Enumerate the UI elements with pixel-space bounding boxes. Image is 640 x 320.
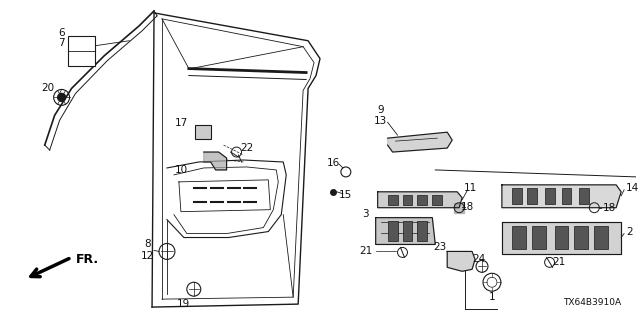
Text: 12: 12 (140, 252, 154, 261)
Text: 2: 2 (626, 227, 633, 236)
Bar (595, 226, 608, 250)
Bar (579, 188, 589, 204)
Text: 19: 19 (177, 299, 191, 309)
Bar (68, 36, 95, 66)
Text: 13: 13 (374, 116, 387, 126)
Bar (388, 220, 397, 241)
Text: 24: 24 (472, 254, 486, 264)
Bar (561, 188, 572, 204)
Text: 10: 10 (175, 165, 188, 175)
Bar (532, 226, 546, 250)
Bar (527, 188, 537, 204)
Text: 8: 8 (144, 239, 150, 250)
Text: 14: 14 (626, 183, 639, 193)
Text: 9: 9 (378, 105, 384, 115)
Circle shape (58, 93, 65, 101)
Bar (512, 226, 525, 250)
Polygon shape (447, 252, 475, 271)
Text: 22: 22 (240, 143, 253, 153)
Text: 18: 18 (460, 202, 474, 212)
Text: 6: 6 (58, 28, 65, 38)
Bar (575, 226, 588, 250)
Text: 3: 3 (362, 209, 369, 219)
Text: 20: 20 (41, 84, 54, 93)
Bar (403, 220, 412, 241)
Text: TX64B3910A: TX64B3910A (563, 298, 621, 307)
Polygon shape (388, 132, 452, 152)
Text: 11: 11 (463, 183, 477, 193)
Text: 21: 21 (359, 246, 372, 256)
Bar (554, 226, 568, 250)
Text: 7: 7 (58, 38, 65, 48)
Bar (417, 220, 428, 241)
Bar (432, 195, 442, 205)
Text: 17: 17 (175, 118, 189, 128)
Text: 23: 23 (434, 243, 447, 252)
Bar (545, 188, 554, 204)
Text: FR.: FR. (76, 253, 99, 266)
Text: 1: 1 (488, 292, 495, 302)
Text: 21: 21 (552, 257, 565, 268)
Bar (195, 125, 211, 139)
Text: 16: 16 (327, 158, 340, 168)
Polygon shape (502, 222, 621, 254)
Polygon shape (378, 192, 462, 208)
Bar (512, 188, 522, 204)
Bar (417, 195, 428, 205)
Polygon shape (376, 218, 435, 244)
Polygon shape (502, 185, 621, 208)
Polygon shape (204, 152, 227, 170)
Bar (403, 195, 412, 205)
Text: 15: 15 (339, 190, 353, 200)
Text: 18: 18 (604, 203, 616, 213)
Bar (388, 195, 397, 205)
